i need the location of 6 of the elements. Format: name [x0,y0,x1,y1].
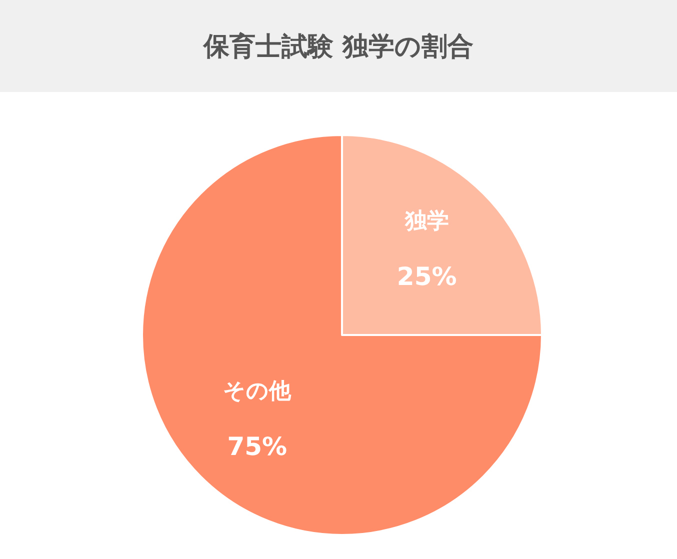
slice-label: その他 [223,378,292,404]
data-label: 75% [227,432,288,461]
slice-label: 独学 [404,209,449,234]
chart-title: 保育士試験 独学の割合 [202,31,474,62]
data-label: 25% [396,262,457,292]
pie-slice [141,134,543,536]
